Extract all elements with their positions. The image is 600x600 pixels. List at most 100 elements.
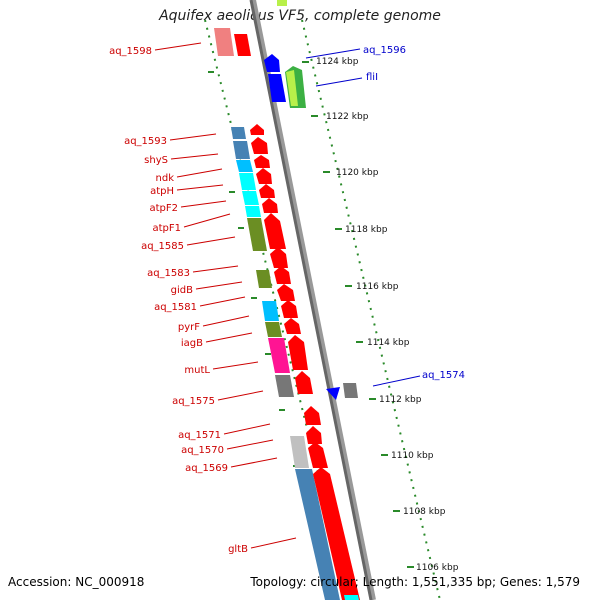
gene-label: aq_1569: [185, 463, 228, 474]
connector-atpF2: [180, 200, 227, 208]
gene-label: aq_1593: [124, 136, 167, 147]
gene-gidB[interactable]: [256, 270, 272, 288]
gene-arrow-9[interactable]: [274, 266, 291, 284]
gene-label: aq_1575: [172, 396, 215, 407]
gene-atpH[interactable]: [239, 173, 256, 190]
gene-arrow-fliI-light[interactable]: [286, 70, 298, 106]
gene-aq_1585[interactable]: [247, 218, 267, 251]
tick-label: 1116 kbp: [356, 282, 399, 292]
connector-aq_1569: [230, 457, 278, 468]
gene-label: aq_1585: [141, 241, 184, 252]
tick-label: 1122 kbp: [326, 112, 369, 122]
gene-atpF1[interactable]: [245, 206, 261, 217]
right-guide-dotted: [301, 19, 441, 600]
gene-arrow-14[interactable]: [295, 371, 313, 394]
left-strand-genes: [214, 28, 358, 600]
gene-label: shyS: [144, 155, 168, 166]
gene-aq_1581[interactable]: [262, 301, 279, 321]
tick-group: 1124 kbp 1122 kbp 1120 kbp 1118 kbp 1116…: [302, 57, 459, 573]
left-labels: aq_1598 aq_1593 shyS ndk atpH atpF2 atpF…: [109, 46, 248, 555]
gene-label: mutL: [184, 365, 210, 376]
connector-gidB: [195, 281, 243, 290]
gene-label: aq_1596: [363, 45, 406, 56]
right-strand-genes: [234, 0, 360, 600]
gene-arrow-fliI-blue[interactable]: [268, 74, 286, 102]
connector-aq_1598: [154, 42, 202, 51]
connector-lines-blue: [305, 48, 421, 387]
gene-atpF2[interactable]: [242, 191, 259, 205]
tick-label: 1124 kbp: [316, 57, 359, 67]
gene-label: aq_1570: [181, 445, 224, 456]
tick-label: 1106 kbp: [416, 563, 459, 573]
gene-arrow-17[interactable]: [308, 442, 328, 468]
connector-aq_1570: [226, 439, 274, 450]
gene-arrow-12[interactable]: [284, 318, 301, 334]
connector-ndk: [176, 168, 223, 178]
gene-arrow-3[interactable]: [254, 155, 270, 168]
connector-aq_1574: [372, 375, 421, 387]
connector-atpH: [176, 184, 224, 191]
connector-aq_1585: [186, 236, 236, 246]
gene-arrow-aq_1598[interactable]: [234, 34, 251, 56]
gene-arrow-13[interactable]: [288, 335, 308, 370]
gene-label: atpF1: [152, 223, 181, 234]
gene-mutL[interactable]: [275, 375, 294, 397]
connector-gltB: [250, 537, 297, 549]
gene-arrow-5[interactable]: [259, 184, 275, 198]
tick-label: 1108 kbp: [403, 507, 446, 517]
tick-label: 1118 kbp: [345, 225, 388, 235]
topology-text: Topology: circular; Length: 1,551,335 bp…: [250, 575, 580, 589]
gene-aq_1570[interactable]: [290, 436, 309, 468]
gene-pyrF[interactable]: [265, 322, 282, 337]
tick-label: 1114 kbp: [367, 338, 410, 348]
gene-label: ndk: [156, 173, 175, 184]
tick-label: 1112 kbp: [379, 395, 422, 405]
gene-label: aq_1574: [422, 370, 465, 381]
gene-label: fliI: [366, 72, 378, 83]
gene-arrow-7[interactable]: [264, 213, 286, 249]
gene-arrow-11[interactable]: [281, 300, 298, 318]
gene-aq_1598[interactable]: [214, 28, 234, 56]
tick-label: 1120 kbp: [336, 168, 379, 178]
gene-label: iagB: [181, 338, 203, 349]
connector-aq_1571: [223, 423, 271, 435]
gene-top-partial[interactable]: [277, 0, 287, 6]
gene-arrow-1[interactable]: [250, 124, 264, 135]
connector-mutL: [212, 361, 259, 370]
gene-label: gidB: [171, 285, 193, 296]
gene-arrow-aq_1596[interactable]: [264, 54, 280, 72]
gene-aq_1574-box[interactable]: [343, 383, 358, 398]
gene-arrow-10[interactable]: [277, 284, 295, 301]
connector-atpF1: [183, 213, 231, 228]
connector-aq_1575: [217, 390, 264, 401]
gene-ndk[interactable]: [236, 160, 253, 172]
gene-arrow-6[interactable]: [262, 198, 278, 213]
gene-arrow-2[interactable]: [251, 137, 268, 154]
gene-aq_1593[interactable]: [231, 127, 246, 139]
connector-aq_1593: [169, 133, 217, 141]
connector-aq_1581: [199, 296, 246, 307]
gene-label: aq_1583: [147, 268, 190, 279]
gene-arrow-gltB[interactable]: [313, 467, 360, 600]
gene-arrow-15[interactable]: [304, 406, 321, 425]
gene-gltB[interactable]: [295, 469, 340, 600]
connector-pyrF: [202, 315, 250, 327]
gene-shyS[interactable]: [233, 141, 250, 159]
gene-arrow-aq_1574[interactable]: [326, 387, 340, 400]
gene-label: pyrF: [178, 322, 200, 333]
connector-shyS: [170, 153, 219, 160]
backbone: [249, 0, 373, 600]
gene-label: aq_1581: [154, 302, 197, 313]
gene-label: atpF2: [149, 203, 178, 214]
gene-arrow-4[interactable]: [256, 168, 272, 184]
gene-iagB[interactable]: [268, 338, 290, 373]
accession-text: Accession: NC_000918: [8, 575, 145, 589]
gene-label: aq_1571: [178, 430, 221, 441]
gene-label: aq_1598: [109, 46, 152, 57]
connector-iagB: [205, 332, 253, 343]
gene-bottom-partial[interactable]: [344, 595, 359, 600]
right-labels: aq_1596 fliI aq_1574: [363, 45, 465, 381]
gene-arrow-16[interactable]: [306, 426, 322, 444]
gene-arrow-8[interactable]: [270, 247, 288, 268]
